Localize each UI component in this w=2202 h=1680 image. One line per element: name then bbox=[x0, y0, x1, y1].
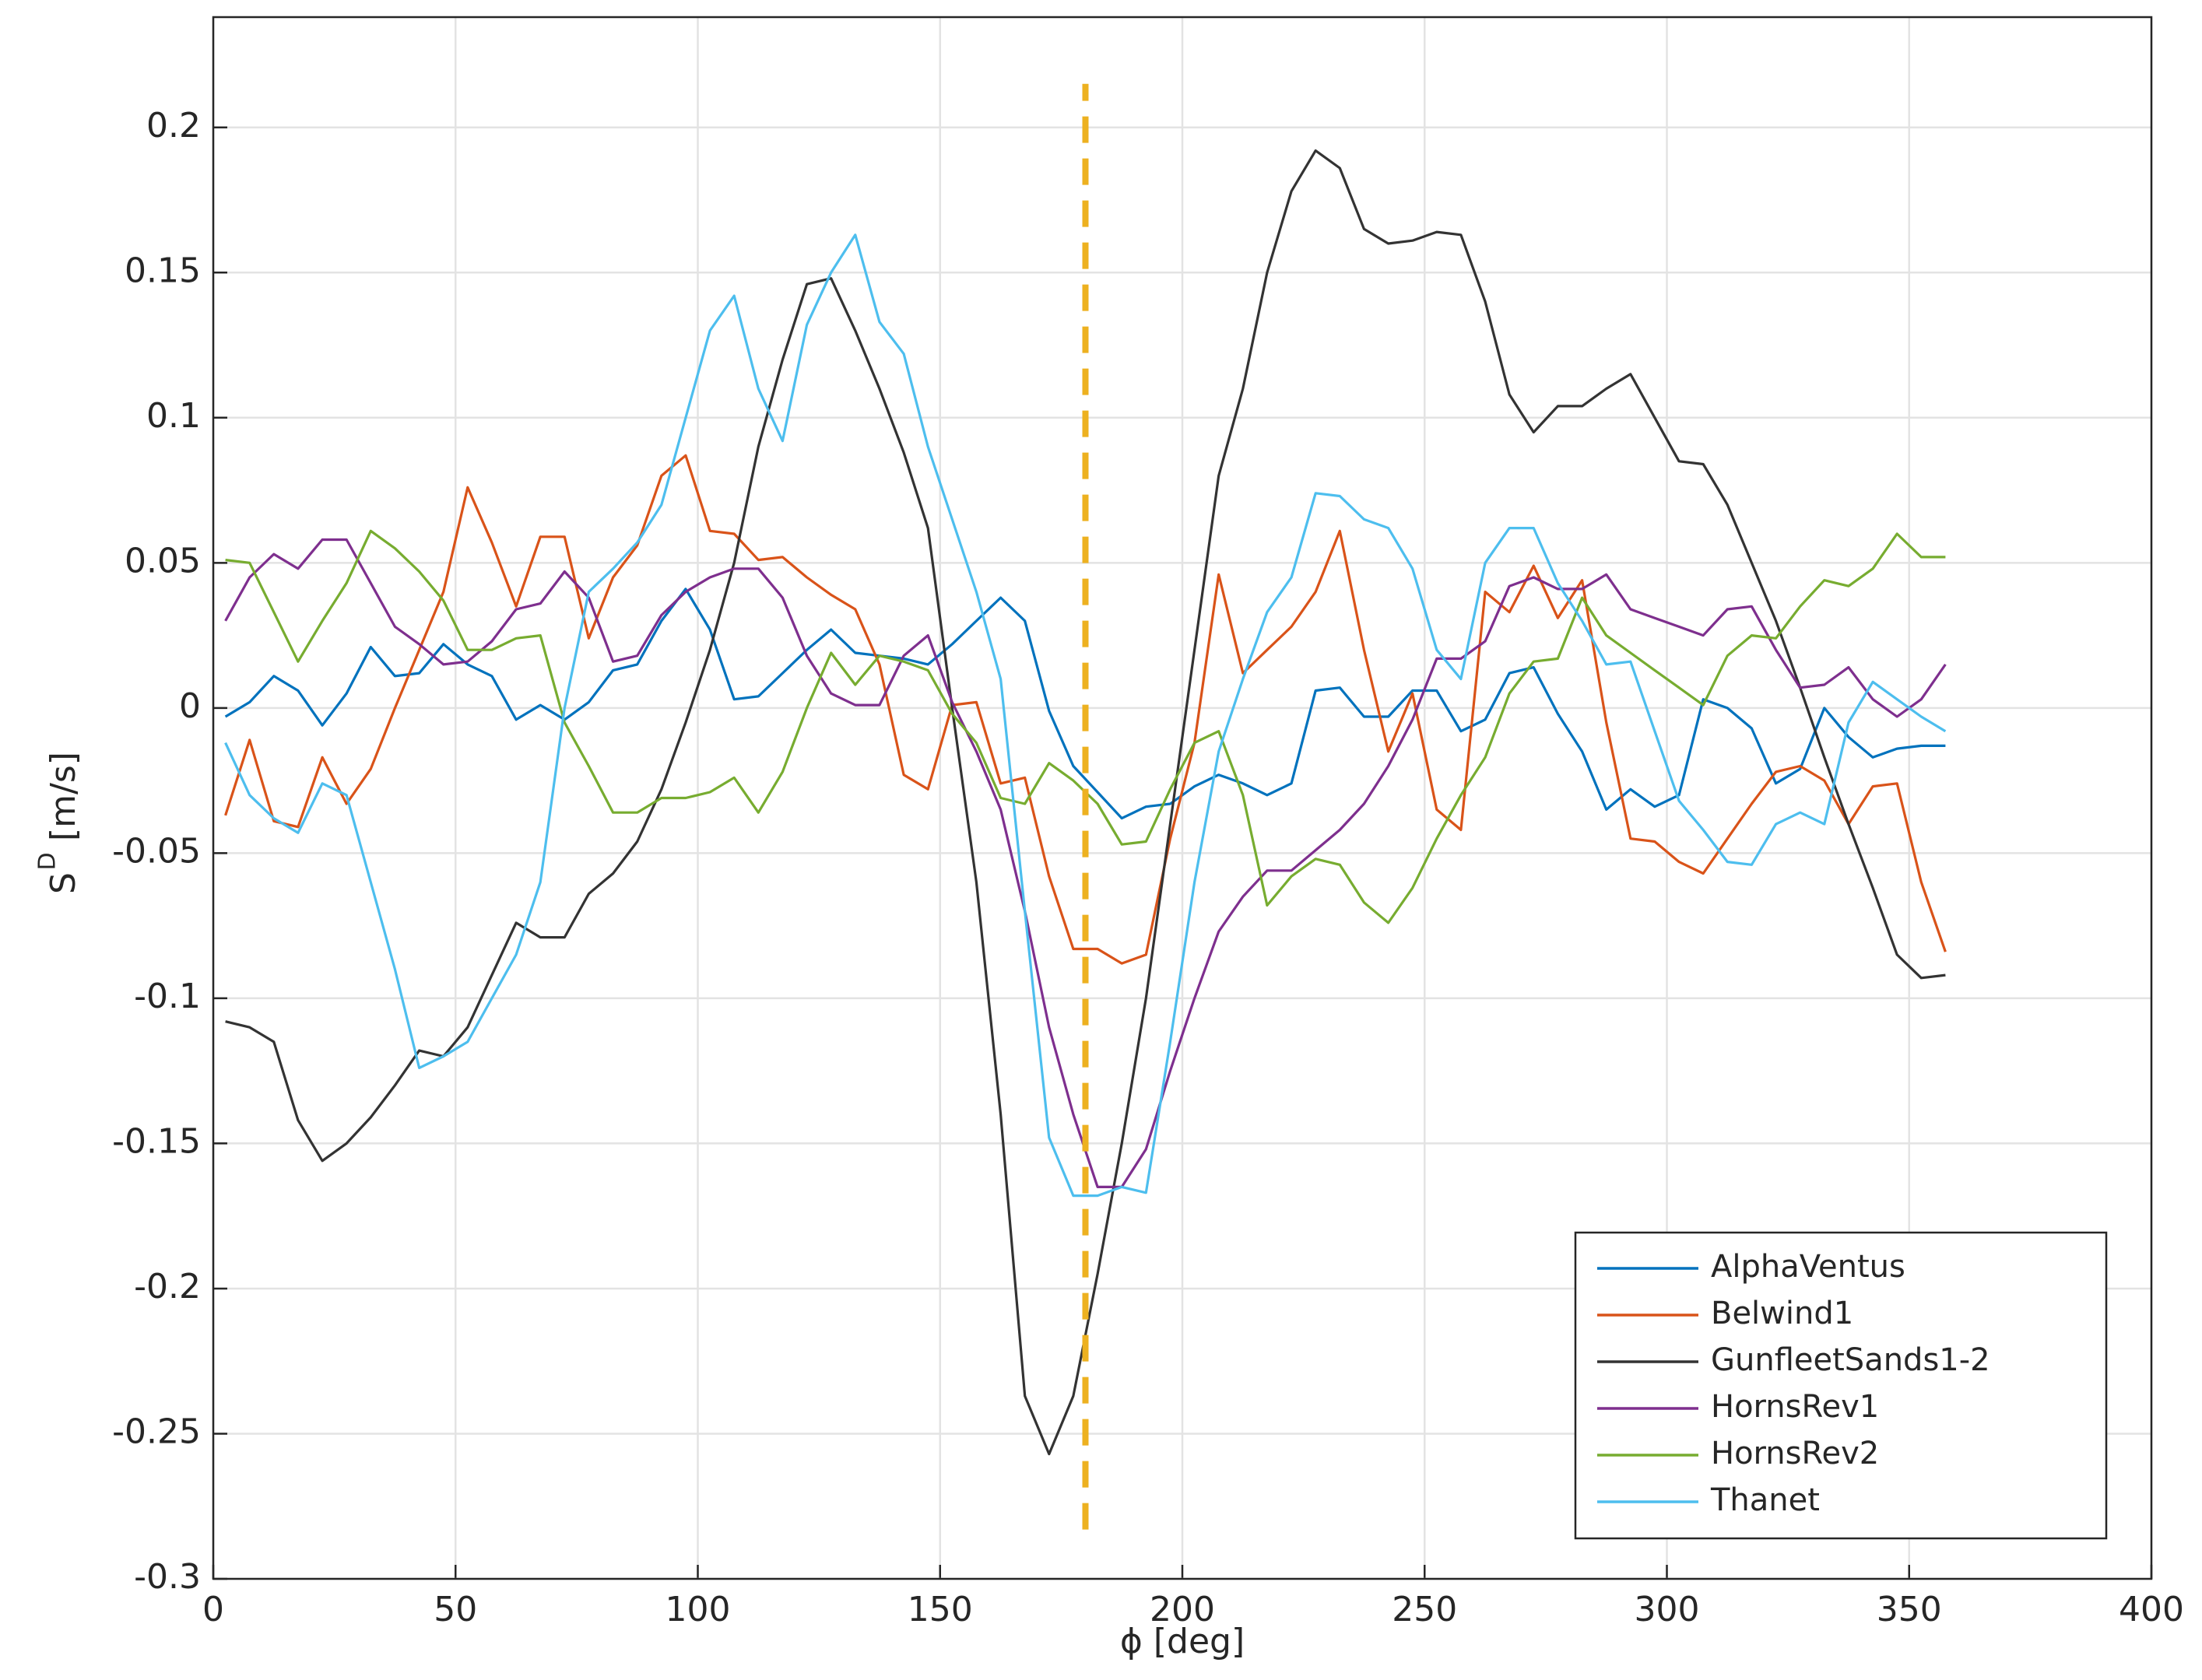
y-tick-label: 0.1 bbox=[146, 396, 201, 436]
y-tick-label: 0 bbox=[179, 686, 201, 726]
y-label-unit: [m/s] bbox=[44, 752, 83, 841]
legend-box bbox=[1574, 1231, 2108, 1540]
x-tick-label: 300 bbox=[1635, 1590, 1700, 1629]
x-tick-label: 50 bbox=[434, 1590, 477, 1629]
x-tick-label: 150 bbox=[908, 1590, 973, 1629]
y-label-sup: D bbox=[34, 852, 61, 870]
axes-box bbox=[212, 16, 2153, 1580]
x-tick-label: 0 bbox=[202, 1590, 224, 1629]
y-tick-label: -0.25 bbox=[112, 1412, 201, 1451]
y-tick-label: 0.2 bbox=[146, 106, 201, 146]
x-tick-label: 350 bbox=[1877, 1590, 1942, 1629]
series-line bbox=[224, 233, 1947, 1198]
series-line bbox=[224, 454, 1947, 965]
legend-label: GunfleetSands1-2 bbox=[1711, 1342, 1990, 1378]
x-tick-label: 250 bbox=[1392, 1590, 1457, 1629]
x-tick-label: 200 bbox=[1150, 1590, 1215, 1629]
x-axis-label: ϕ [deg] bbox=[1120, 1622, 1245, 1661]
y-tick-label: -0.15 bbox=[112, 1121, 201, 1161]
legend-label: HornsRev1 bbox=[1711, 1389, 1879, 1425]
legend-label: HornsRev2 bbox=[1711, 1436, 1879, 1471]
x-tick-label: 100 bbox=[666, 1590, 731, 1629]
legend-label: Belwind1 bbox=[1711, 1296, 1853, 1331]
y-tick-label: -0.05 bbox=[112, 831, 201, 871]
series-line bbox=[224, 587, 1946, 820]
y-tick-label: -0.3 bbox=[134, 1557, 201, 1597]
legend-label: Thanet bbox=[1710, 1482, 1820, 1518]
y-axis-label: S D [m/s] bbox=[34, 752, 84, 894]
y-tick-label: 0.15 bbox=[125, 251, 201, 290]
y-tick-label: -0.2 bbox=[134, 1267, 201, 1306]
x-tick-label: 400 bbox=[2119, 1590, 2184, 1629]
y-tick-label: -0.1 bbox=[134, 977, 201, 1016]
legend-label: AlphaVentus bbox=[1711, 1249, 1905, 1285]
y-tick-label: 0.05 bbox=[125, 541, 201, 580]
y-label-base: S bbox=[44, 872, 83, 894]
